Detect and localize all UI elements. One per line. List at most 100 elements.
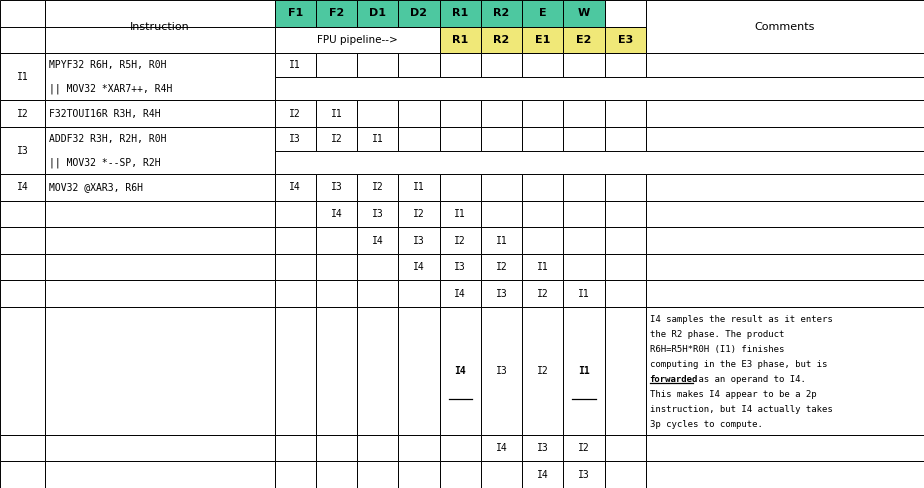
Bar	[357, 201, 398, 227]
Text: I1: I1	[578, 366, 590, 376]
Bar	[646, 307, 924, 435]
Bar	[398, 201, 440, 227]
Bar	[564, 26, 604, 53]
Bar	[604, 254, 646, 281]
Bar	[0, 435, 44, 462]
Text: R1: R1	[452, 35, 468, 45]
Bar	[522, 307, 564, 435]
Bar	[440, 26, 480, 53]
Text: I2: I2	[289, 109, 301, 119]
Bar	[44, 254, 274, 281]
Text: as an operand to I4.: as an operand to I4.	[693, 375, 806, 384]
Bar	[646, 435, 924, 462]
Text: I4: I4	[413, 262, 425, 272]
Text: MPYF32 R6H, R5H, R0H: MPYF32 R6H, R5H, R0H	[49, 60, 167, 70]
Text: I1: I1	[455, 209, 466, 219]
Text: 3p cycles to compute.: 3p cycles to compute.	[650, 420, 762, 429]
Text: D1: D1	[370, 8, 386, 18]
Bar	[316, 101, 357, 127]
Bar	[44, 462, 274, 488]
Bar	[274, 462, 316, 488]
Bar	[357, 307, 398, 435]
Bar	[646, 201, 924, 227]
Bar	[522, 26, 564, 53]
Text: I4: I4	[17, 183, 29, 192]
Bar	[274, 26, 440, 53]
Bar	[398, 101, 440, 127]
Text: computing in the E3 phase, but is: computing in the E3 phase, but is	[650, 360, 827, 368]
Bar	[564, 127, 604, 150]
Bar	[480, 462, 522, 488]
Text: I1: I1	[495, 236, 507, 245]
Bar	[0, 53, 44, 101]
Bar	[0, 201, 44, 227]
Bar	[646, 174, 924, 201]
Text: I3: I3	[17, 145, 29, 156]
Bar	[522, 0, 564, 26]
Text: forwarded: forwarded	[650, 375, 698, 384]
Bar	[440, 174, 480, 201]
Bar	[44, 26, 274, 53]
Text: MOV32 @XAR3, R6H: MOV32 @XAR3, R6H	[49, 183, 143, 192]
Bar	[0, 254, 44, 281]
Text: E3: E3	[617, 35, 633, 45]
Bar	[646, 101, 924, 127]
Bar	[440, 127, 480, 150]
Bar	[564, 174, 604, 201]
Bar	[316, 53, 357, 77]
Bar	[357, 254, 398, 281]
Text: I3: I3	[455, 262, 466, 272]
Bar	[440, 307, 480, 435]
Bar	[604, 462, 646, 488]
Bar	[440, 281, 480, 307]
Bar	[604, 227, 646, 254]
Bar	[44, 0, 274, 53]
Bar	[522, 201, 564, 227]
Text: I3: I3	[537, 443, 549, 453]
Bar	[440, 435, 480, 462]
Text: I3: I3	[371, 209, 383, 219]
Text: I3: I3	[331, 183, 343, 192]
Bar	[480, 435, 522, 462]
Text: I2: I2	[455, 236, 466, 245]
Bar	[564, 201, 604, 227]
Bar	[646, 281, 924, 307]
Bar	[480, 127, 522, 150]
Bar	[316, 174, 357, 201]
Bar	[564, 435, 604, 462]
Bar	[274, 53, 316, 77]
Text: I4: I4	[495, 443, 507, 453]
Bar	[646, 254, 924, 281]
Text: FPU pipeline-->: FPU pipeline-->	[317, 35, 397, 45]
Bar	[604, 435, 646, 462]
Bar	[522, 281, 564, 307]
Text: I3: I3	[495, 289, 507, 299]
Bar	[480, 254, 522, 281]
Bar	[646, 53, 924, 77]
Bar	[564, 0, 604, 26]
Bar	[357, 227, 398, 254]
Bar	[564, 101, 604, 127]
Text: R6H=R5H*R0H (I1) finishes: R6H=R5H*R0H (I1) finishes	[650, 345, 784, 354]
Bar	[522, 435, 564, 462]
Bar	[316, 227, 357, 254]
Bar	[357, 53, 398, 77]
Bar	[357, 462, 398, 488]
Bar	[316, 127, 357, 150]
Bar	[274, 0, 316, 26]
Text: I4 samples the result as it enters: I4 samples the result as it enters	[650, 314, 833, 324]
Bar	[522, 462, 564, 488]
Bar	[646, 0, 924, 53]
Bar	[316, 254, 357, 281]
Bar	[480, 201, 522, 227]
Bar	[440, 0, 480, 26]
Bar	[564, 254, 604, 281]
Bar	[522, 53, 564, 77]
Text: F1: F1	[287, 8, 303, 18]
Bar	[398, 307, 440, 435]
Bar	[398, 435, 440, 462]
Text: I1: I1	[371, 134, 383, 144]
Text: R2: R2	[493, 35, 510, 45]
Text: Instruction: Instruction	[129, 21, 189, 32]
Bar	[44, 101, 274, 127]
